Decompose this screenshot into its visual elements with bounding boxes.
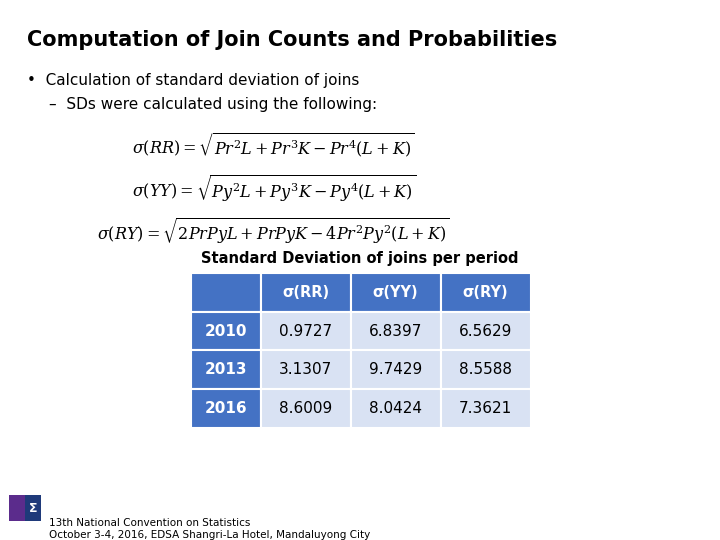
FancyBboxPatch shape — [441, 273, 531, 312]
Text: σ(RY): σ(RY) — [463, 285, 508, 300]
Text: 9.7429: 9.7429 — [369, 362, 422, 377]
FancyBboxPatch shape — [191, 312, 261, 350]
Text: 2010: 2010 — [204, 323, 247, 339]
Text: October 3-4, 2016, EDSA Shangri-La Hotel, Mandaluyong City: October 3-4, 2016, EDSA Shangri-La Hotel… — [49, 530, 370, 540]
Text: 8.6009: 8.6009 — [279, 401, 332, 416]
Text: 13th National Convention on Statistics: 13th National Convention on Statistics — [49, 518, 251, 529]
Text: 8.0424: 8.0424 — [369, 401, 422, 416]
Text: Σ: Σ — [29, 502, 37, 515]
FancyBboxPatch shape — [351, 312, 441, 350]
FancyBboxPatch shape — [191, 350, 261, 389]
FancyBboxPatch shape — [261, 350, 351, 389]
Text: $\sigma(RY) = \sqrt{2PrPyL + PrPyK - 4Pr^2Py^2(L + K)}$: $\sigma(RY) = \sqrt{2PrPyL + PrPyK - 4Pr… — [97, 216, 450, 246]
FancyBboxPatch shape — [191, 389, 261, 428]
Text: Standard Deviation of joins per period: Standard Deviation of joins per period — [202, 251, 518, 266]
Text: •  Calculation of standard deviation of joins: • Calculation of standard deviation of j… — [27, 73, 360, 88]
Text: $\sigma(RR) = \sqrt{Pr^2L + Pr^3K - Pr^4(L + K)}$: $\sigma(RR) = \sqrt{Pr^2L + Pr^3K - Pr^4… — [132, 132, 415, 160]
FancyBboxPatch shape — [351, 350, 441, 389]
FancyBboxPatch shape — [441, 350, 531, 389]
Text: 8.5588: 8.5588 — [459, 362, 512, 377]
FancyBboxPatch shape — [261, 389, 351, 428]
Text: 6.5629: 6.5629 — [459, 323, 513, 339]
FancyBboxPatch shape — [351, 389, 441, 428]
Text: 2016: 2016 — [204, 401, 247, 416]
FancyBboxPatch shape — [441, 312, 531, 350]
FancyBboxPatch shape — [261, 273, 351, 312]
FancyBboxPatch shape — [261, 312, 351, 350]
FancyBboxPatch shape — [351, 273, 441, 312]
Text: 3.1307: 3.1307 — [279, 362, 332, 377]
Text: σ(RR): σ(RR) — [282, 285, 329, 300]
FancyBboxPatch shape — [9, 495, 25, 521]
FancyBboxPatch shape — [441, 389, 531, 428]
Text: 0.9727: 0.9727 — [279, 323, 332, 339]
Text: –  SDs were calculated using the following:: – SDs were calculated using the followin… — [49, 97, 377, 112]
Text: 7.3621: 7.3621 — [459, 401, 512, 416]
Text: $\sigma(YY) = \sqrt{Py^2L + Py^3K - Py^4(L + K)}$: $\sigma(YY) = \sqrt{Py^2L + Py^3K - Py^4… — [132, 173, 415, 204]
Text: 6.8397: 6.8397 — [369, 323, 423, 339]
FancyBboxPatch shape — [191, 273, 261, 312]
FancyBboxPatch shape — [25, 495, 41, 521]
Text: 2013: 2013 — [204, 362, 247, 377]
Text: Computation of Join Counts and Probabilities: Computation of Join Counts and Probabili… — [27, 30, 557, 50]
Text: σ(YY): σ(YY) — [373, 285, 418, 300]
